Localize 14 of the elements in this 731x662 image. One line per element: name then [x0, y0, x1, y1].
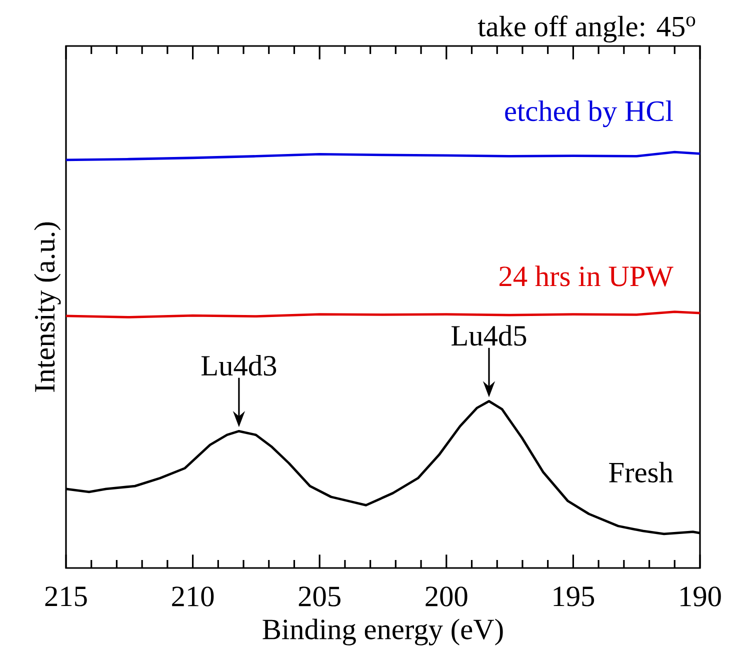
annotation: Lu4d5 [452, 325, 526, 346]
annotation: Lu4d3 [201, 355, 276, 376]
x-tick-label: 205 [298, 586, 340, 606]
x-tick-label: 195 [554, 586, 594, 606]
chart-title: take off angle: 45$^{o}$ [478, 16, 696, 43]
series-label: etched by HCl [505, 100, 673, 128]
x-tick-label: 210 [172, 586, 214, 606]
x-axis-title: Binding energy (eV) [262, 618, 503, 646]
series-label: 24 hrs in UPW [500, 266, 674, 286]
series-label: Fresh [609, 462, 674, 482]
x-tick-label: 200 [426, 586, 468, 606]
y-axis-title: Intensity (a.u.) [34, 222, 61, 392]
x-tick-label: 190 [680, 586, 721, 606]
x-tick-label: 215 [45, 586, 87, 606]
